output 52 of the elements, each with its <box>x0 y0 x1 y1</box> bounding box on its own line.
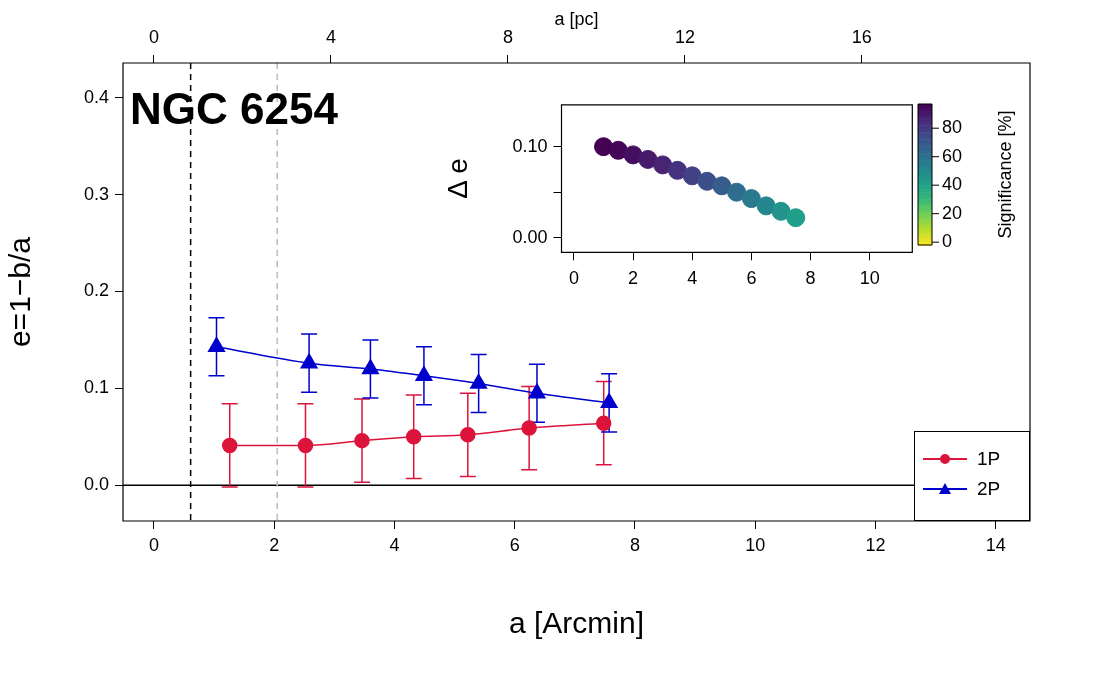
x-tick-label: 6 <box>746 268 757 289</box>
point <box>667 160 687 180</box>
point <box>786 208 806 228</box>
x-tick-label: 14 <box>985 534 1006 555</box>
y-tick-label: 0.4 <box>83 86 109 107</box>
point <box>608 140 628 160</box>
y-axis-title: Δ e <box>441 158 473 199</box>
x2-tick-label: 12 <box>674 27 695 48</box>
point <box>756 196 776 216</box>
point <box>697 171 717 191</box>
x2-tick-label: 8 <box>502 27 513 48</box>
color-bar-label: 0 <box>942 231 953 252</box>
x2-tick-label: 0 <box>148 27 159 48</box>
point <box>771 201 791 221</box>
x-tick-label: 0 <box>568 268 579 289</box>
point <box>727 182 747 202</box>
point <box>653 155 673 175</box>
y-tick-label: 0.10 <box>512 135 548 156</box>
x-tick-label: 10 <box>859 268 880 289</box>
y-tick-label: 0.3 <box>83 183 109 204</box>
y-tick-label: 0.00 <box>512 226 548 247</box>
x-tick-label: 2 <box>269 534 280 555</box>
x-tick-label: 8 <box>629 534 640 555</box>
x-tick-label: 12 <box>865 534 886 555</box>
color-bar-label: 40 <box>942 174 963 195</box>
y-tick-label: 0.2 <box>83 280 109 301</box>
point <box>623 145 643 165</box>
x2-tick-label: 4 <box>325 27 336 48</box>
point <box>682 166 702 186</box>
y-tick-label: 0.0 <box>83 474 109 495</box>
point <box>638 149 658 169</box>
color-bar-label: 60 <box>942 145 963 166</box>
x-tick-label: 4 <box>389 534 400 555</box>
x-tick-label: 8 <box>805 268 816 289</box>
x-axis-title: a [Arcmin] <box>508 606 645 640</box>
color-bar-label: 20 <box>942 202 963 223</box>
x-tick-label: 10 <box>745 534 766 555</box>
y-tick-label: 0.1 <box>83 377 109 398</box>
x-tick-label: 0 <box>148 534 159 555</box>
color-bar-label: 80 <box>942 117 963 138</box>
x-tick-label: 4 <box>687 268 698 289</box>
x2-axis-title: a [pc] <box>554 8 599 29</box>
color-bar-title: Significance [%] <box>994 110 1015 239</box>
legend-label: 2P <box>977 478 1001 500</box>
point <box>712 176 732 196</box>
x2-tick-label: 16 <box>851 27 872 48</box>
x-tick-label: 6 <box>509 534 520 555</box>
y-axis-title: e=1−b/a <box>3 236 37 348</box>
point <box>741 189 761 209</box>
text: NGC 6254 <box>130 84 338 134</box>
legend-label: 1P <box>977 448 1001 470</box>
x-tick-label: 2 <box>628 268 639 289</box>
